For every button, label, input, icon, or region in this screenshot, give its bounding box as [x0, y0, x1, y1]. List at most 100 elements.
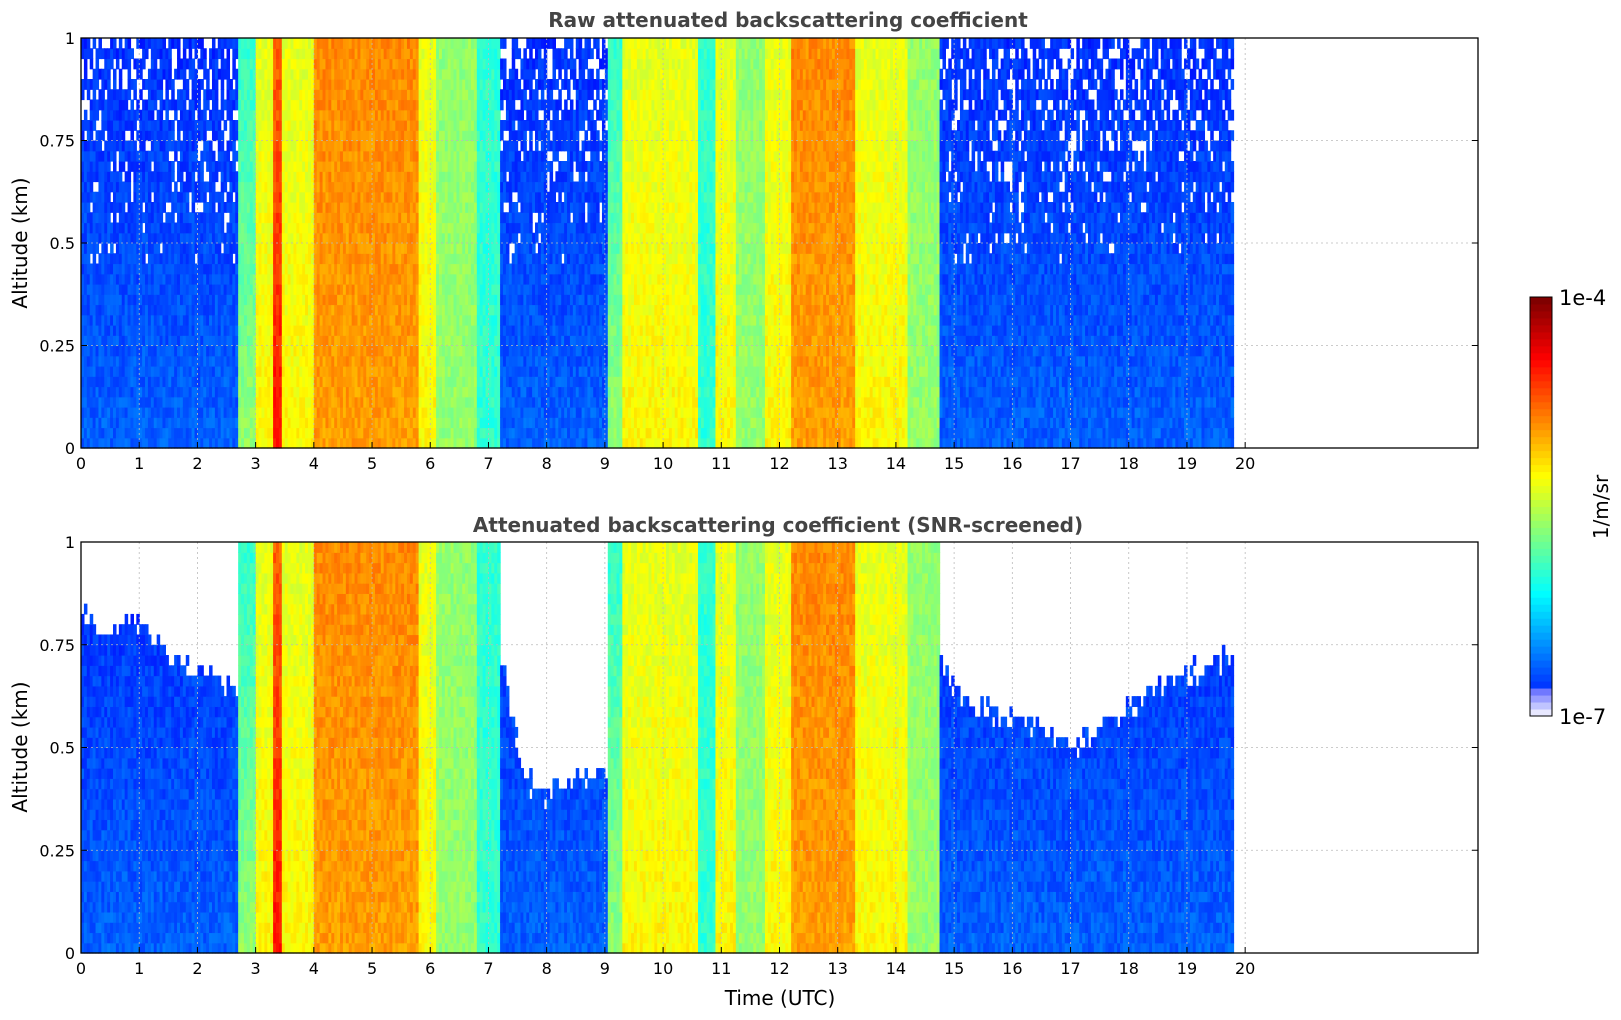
- heatmap-cell: [130, 212, 134, 224]
- heatmap-cell: [200, 355, 204, 367]
- heatmap-cell: [319, 335, 324, 347]
- heatmap-cell: [299, 325, 303, 336]
- heatmap-cell: [194, 407, 199, 418]
- heatmap-cell: [241, 386, 245, 398]
- heatmap-cell: [313, 407, 318, 418]
- heatmap-cell: [98, 284, 102, 295]
- heatmap-cell: [337, 437, 341, 449]
- heatmap-cell: [322, 304, 327, 316]
- heatmap-cell: [226, 304, 231, 316]
- heatmap-cell: [188, 325, 193, 336]
- heatmap-cell: [261, 232, 265, 244]
- heatmap-cell: [156, 109, 161, 121]
- heatmap-cell: [246, 427, 251, 439]
- heatmap-cell: [337, 48, 341, 60]
- heatmap-cell: [345, 407, 350, 418]
- heatmap-cell: [255, 140, 260, 152]
- heatmap-cell: [310, 366, 315, 377]
- heatmap-cell: [153, 417, 158, 429]
- heatmap-cell: [197, 427, 201, 439]
- heatmap-cell: [319, 79, 324, 90]
- heatmap-cell: [246, 335, 251, 347]
- heatmap-cell: [270, 150, 274, 162]
- heatmap-cell: [81, 140, 85, 152]
- heatmap-cell: [337, 161, 341, 172]
- heatmap-cell: [188, 335, 193, 347]
- heatmap-cell: [113, 273, 117, 285]
- heatmap-cell: [165, 314, 169, 326]
- heatmap-cell: [188, 181, 193, 193]
- heatmap-cell: [182, 58, 187, 70]
- heatmap-cell: [104, 407, 108, 418]
- heatmap-cell: [255, 325, 260, 336]
- heatmap-cell: [308, 181, 312, 193]
- heatmap-cell: [188, 294, 193, 306]
- heatmap-cell: [101, 150, 105, 162]
- heatmap-cell: [241, 79, 245, 90]
- heatmap-cell: [197, 222, 201, 234]
- heatmap-cell: [127, 79, 132, 90]
- heatmap-cell: [322, 202, 327, 213]
- heatmap-cell: [115, 253, 120, 265]
- heatmap-cell: [136, 58, 140, 70]
- heatmap-cell: [310, 181, 315, 193]
- heatmap-cell: [179, 273, 184, 285]
- heatmap-cell: [121, 273, 126, 285]
- heatmap-cell: [322, 150, 327, 162]
- heatmap-cell: [92, 140, 97, 152]
- heatmap-cell: [191, 150, 196, 162]
- heatmap-cell: [145, 437, 149, 449]
- heatmap-cell: [337, 181, 341, 193]
- heatmap-cell: [153, 120, 158, 131]
- heatmap-cell: [203, 243, 207, 254]
- heatmap-cell: [284, 191, 289, 203]
- heatmap-cell: [101, 284, 105, 295]
- heatmap-cell: [302, 202, 306, 213]
- heatmap-cell: [127, 161, 132, 172]
- heatmap-cell: [220, 273, 225, 285]
- heatmap-cell: [299, 48, 303, 60]
- heatmap-cell: [328, 130, 332, 142]
- heatmap-cell: [281, 396, 286, 408]
- heatmap-cell: [214, 171, 219, 183]
- heatmap-cell: [293, 232, 297, 244]
- heatmap-cell: [235, 437, 239, 449]
- heatmap-cell: [287, 437, 292, 449]
- heatmap-cell: [302, 161, 306, 172]
- heatmap-cell: [206, 243, 210, 254]
- heatmap-cell: [92, 366, 97, 377]
- heatmap-cell: [86, 396, 91, 408]
- heatmap-cell: [113, 335, 117, 347]
- heatmap-cell: [188, 304, 193, 316]
- heatmap-cell: [118, 161, 123, 172]
- heatmap-cell: [273, 181, 277, 193]
- heatmap-cell: [270, 273, 274, 285]
- heatmap-cell: [89, 120, 94, 131]
- heatmap-cell: [267, 68, 271, 80]
- heatmap-cell: [124, 273, 129, 285]
- heatmap-cell: [243, 284, 248, 295]
- heatmap-cell: [270, 396, 274, 408]
- heatmap-cell: [171, 304, 175, 316]
- heatmap-cell: [168, 294, 172, 306]
- heatmap-cell: [276, 273, 280, 285]
- heatmap-cell: [241, 273, 245, 285]
- heatmap-cell: [177, 120, 181, 131]
- heatmap-cell: [232, 38, 236, 49]
- heatmap-cell: [147, 407, 152, 418]
- heatmap-cell: [139, 140, 143, 152]
- heatmap-cell: [124, 376, 129, 388]
- heatmap-cell: [182, 109, 187, 121]
- heatmap-cell: [267, 222, 271, 234]
- heatmap-cell: [110, 284, 114, 295]
- heatmap-cell: [290, 325, 295, 336]
- heatmap-cell: [287, 79, 292, 90]
- heatmap-cell: [89, 314, 94, 326]
- heatmap-cell: [95, 386, 100, 398]
- heatmap-cell: [331, 191, 335, 203]
- heatmap-cell: [270, 202, 274, 213]
- heatmap-cell: [299, 99, 303, 111]
- heatmap-cell: [95, 325, 100, 336]
- heatmap-cell: [206, 396, 210, 408]
- heatmap-cell: [325, 222, 329, 234]
